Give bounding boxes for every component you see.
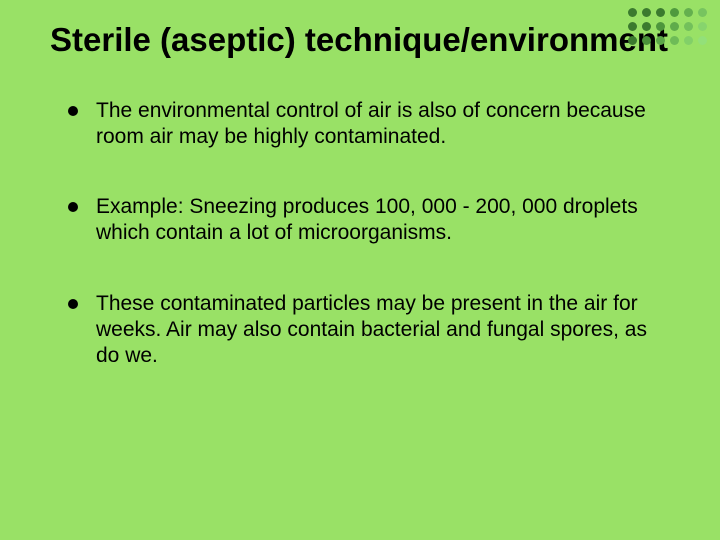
decorative-dot	[656, 8, 665, 17]
decorative-dot	[642, 36, 651, 45]
decorative-dot	[684, 8, 693, 17]
bullet-list: The environmental control of air is also…	[50, 98, 670, 370]
decorative-dot	[670, 36, 679, 45]
decorative-dot	[698, 36, 707, 45]
decorative-dot	[656, 22, 665, 31]
decorative-dot	[628, 8, 637, 17]
list-item: These contaminated particles may be pres…	[68, 291, 670, 370]
decorative-dot	[628, 22, 637, 31]
decorative-dot	[698, 8, 707, 17]
decorative-dot	[684, 22, 693, 31]
slide-title: Sterile (aseptic) technique/environment	[50, 20, 670, 60]
decorative-dot	[656, 36, 665, 45]
decorative-dot	[628, 36, 637, 45]
slide: Sterile (aseptic) technique/environment …	[0, 0, 720, 540]
list-item: Example: Sneezing produces 100, 000 - 20…	[68, 194, 670, 247]
decorative-dot	[698, 22, 707, 31]
decorative-dot	[642, 8, 651, 17]
decorative-dot	[670, 22, 679, 31]
corner-dots-decoration	[628, 8, 708, 46]
decorative-dot	[684, 36, 693, 45]
list-item: The environmental control of air is also…	[68, 98, 670, 151]
decorative-dot	[670, 8, 679, 17]
decorative-dot	[642, 22, 651, 31]
